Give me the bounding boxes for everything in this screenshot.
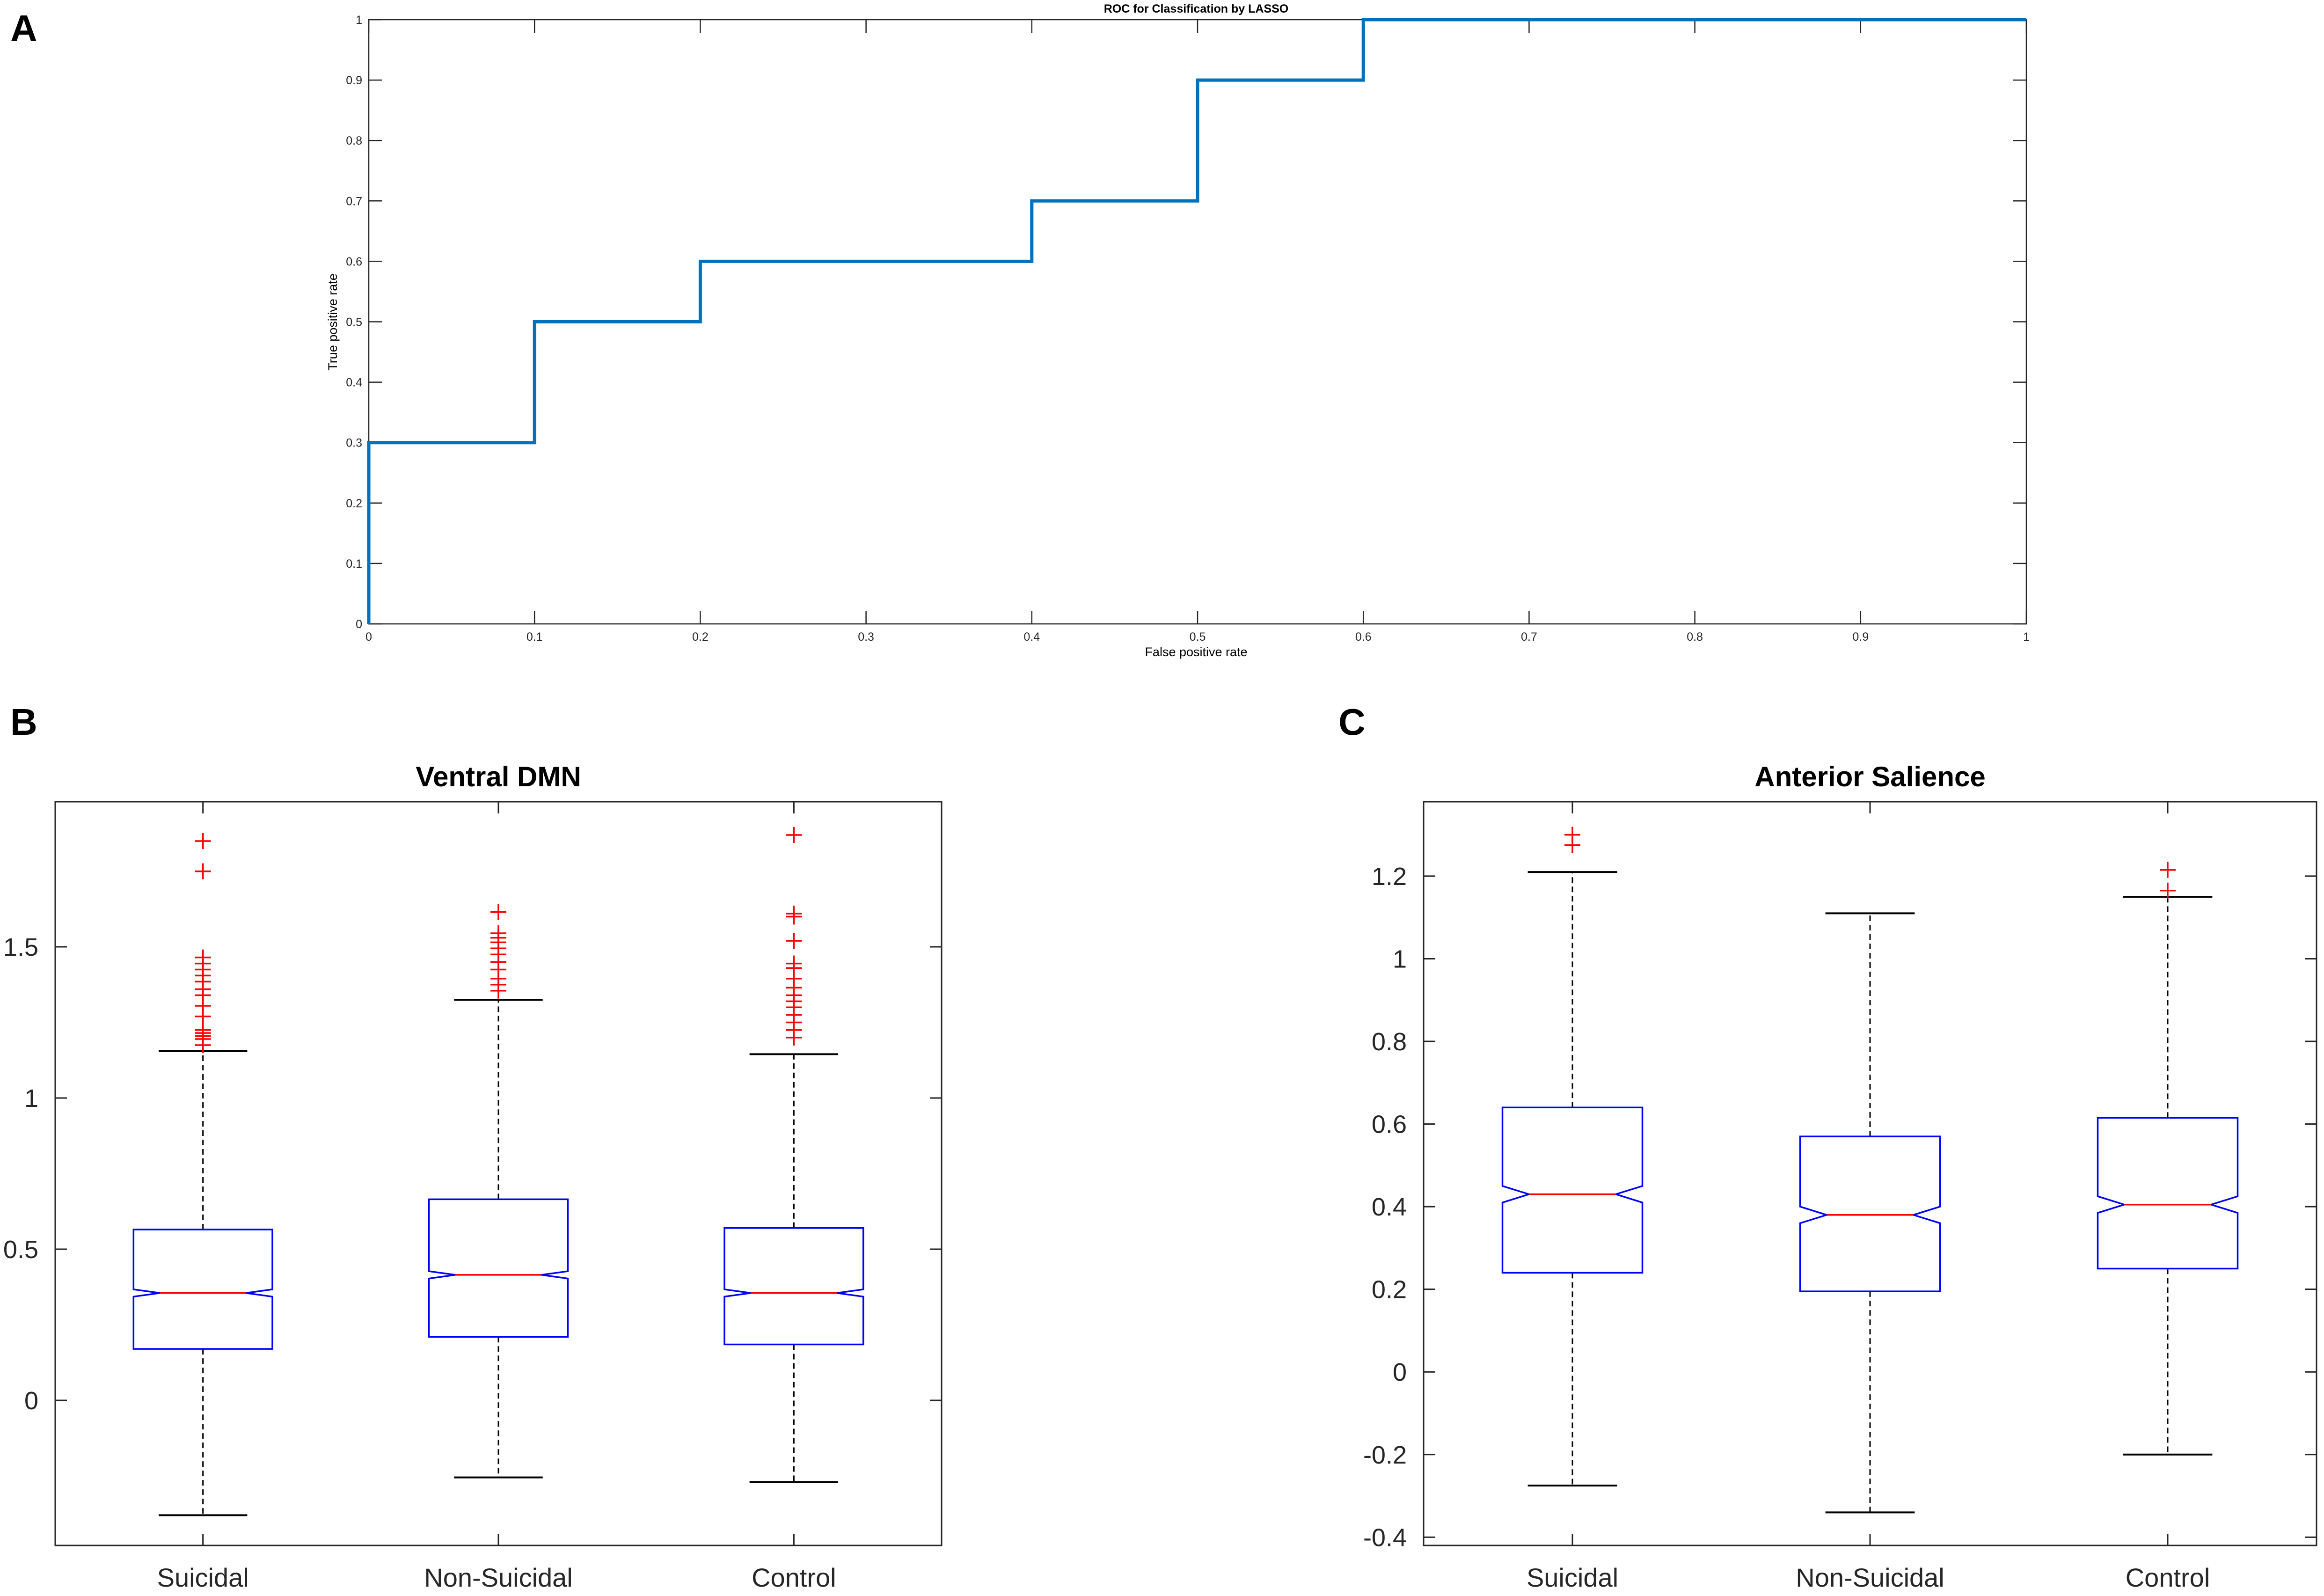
roc-y-tick-label: 0.9	[346, 74, 362, 87]
ventral-dmn-box	[132, 1229, 273, 1350]
ventral-dmn-box	[428, 1198, 569, 1338]
roc-x-tick-label: 0.6	[1355, 630, 1372, 644]
anterior-salience-box	[2097, 1117, 2239, 1270]
ventral-dmn-outlier-marker	[490, 982, 506, 999]
roc-x-tick-label: 0.1	[526, 630, 543, 644]
anterior-salience-x-tick-label: Suicidal	[1527, 1563, 1618, 1592]
ventral-dmn-x-tick-label: Suicidal	[157, 1563, 249, 1592]
roc-x-axis-label: False positive rate	[1145, 645, 1247, 659]
roc-y-tick-label: 0.3	[346, 437, 362, 450]
anterior-salience-box	[1501, 1106, 1644, 1274]
anterior-salience-y-tick-label: 0.6	[1372, 1111, 1407, 1139]
ventral-dmn-ticks: 0 0.5 1 1.5 Suicidal Non-Suicidal Control	[3, 802, 942, 1592]
ventral-dmn-outlier-marker	[195, 833, 211, 849]
roc-y-tick-label: 1	[356, 14, 362, 27]
panel-letter-a: A	[10, 7, 37, 49]
roc-x-tick-label: 0.5	[1190, 630, 1206, 644]
panel-letter-c: C	[1338, 701, 1366, 743]
roc-y-tick-label: 0.8	[346, 134, 362, 147]
ventral-dmn-x-tick-label: Control	[752, 1563, 836, 1592]
roc-y-tick-label: 0.5	[346, 316, 362, 329]
roc-title: ROC for Classification by LASSO	[1104, 2, 1289, 15]
anterior-salience-y-tick-label: 1.2	[1372, 863, 1407, 891]
roc-curve-line	[367, 18, 2026, 624]
roc-x-tick-label: 0.7	[1521, 630, 1537, 644]
ventral-dmn-outlier-marker	[195, 1008, 211, 1025]
anterior-salience-y-tick-label: 0.8	[1372, 1028, 1407, 1056]
anterior-salience-outlier-marker	[1564, 837, 1580, 853]
roc-x-tick-label: 1	[2023, 630, 2030, 644]
anterior-salience-box	[1799, 1135, 1941, 1292]
ventral-dmn-x-tick-label: Non-Suicidal	[424, 1563, 573, 1592]
roc-ticks: 0 0.1 0.2 0.3 0.4 0.5 0.6 0.7 0.8 0.9 1 0 0.1 0.2 0.3 0…	[346, 14, 2030, 644]
roc-x-tick-label: 0.8	[1687, 630, 1703, 644]
anterior-salience-y-tick-label: -0.4	[1363, 1523, 1407, 1552]
roc-y-tick-label: 0.6	[346, 255, 362, 268]
roc-y-tick-label: 0.2	[346, 497, 362, 510]
anterior-salience-boxes	[1501, 827, 2239, 1514]
roc-chart: ROC for Classification by LASSO 0 0.1 0.2 0…	[326, 2, 2030, 659]
ventral-dmn-outlier-marker	[195, 1037, 211, 1053]
anterior-salience-outlier-marker	[2160, 882, 2176, 899]
ventral-dmn-y-tick-label: 0.5	[3, 1236, 38, 1264]
anterior-salience-x-tick-label: Control	[2126, 1563, 2210, 1592]
ventral-dmn-outlier-marker	[786, 1029, 802, 1046]
anterior-salience-ticks: -0.4 -0.2 0 0.2 0.4 0.6 0.8 1 1.2 Suicidal Non-Sui…	[1363, 802, 2317, 1592]
roc-x-tick-label: 0.9	[1852, 630, 1869, 644]
ventral-dmn-outlier-marker	[786, 933, 802, 949]
anterior-salience-outlier-marker	[2160, 862, 2176, 878]
roc-series	[367, 18, 2026, 624]
ventral-dmn-chart: Ventral DMN 0 0.5 1 1.5 Suicidal Non-Suicidal…	[3, 761, 943, 1592]
ventral-dmn-boxes	[132, 827, 864, 1516]
anterior-salience-y-tick-label: 0.2	[1372, 1276, 1407, 1304]
panel-letter-b: B	[10, 701, 37, 743]
roc-x-tick-label: 0	[365, 630, 372, 644]
ventral-dmn-outlier-marker	[786, 827, 802, 843]
ventral-dmn-outlier-marker	[490, 904, 506, 920]
roc-y-tick-label: 0.4	[346, 376, 362, 389]
roc-x-tick-label: 0.4	[1023, 630, 1040, 644]
anterior-salience-y-tick-label: 0.4	[1372, 1193, 1407, 1221]
anterior-salience-x-tick-label: Non-Suicidal	[1796, 1563, 1944, 1592]
anterior-salience-y-tick-label: 0	[1393, 1358, 1407, 1386]
anterior-salience-y-tick-label: 1	[1393, 945, 1407, 973]
roc-x-tick-label: 0.2	[692, 630, 709, 644]
anterior-salience-y-tick-label: -0.2	[1363, 1441, 1407, 1469]
ventral-dmn-outlier-marker	[786, 908, 802, 925]
ventral-dmn-y-tick-label: 1.5	[3, 933, 38, 961]
roc-y-tick-label: 0.7	[346, 195, 362, 208]
ventral-dmn-box	[724, 1227, 864, 1346]
roc-y-tick-label: 0.1	[346, 557, 362, 571]
anterior-salience-chart: Anterior Salience -0.4 -0.2 0 0.2 0.4 0.6 0.8 1…	[1363, 761, 2317, 1592]
roc-y-tick-label: 0	[356, 618, 362, 631]
roc-x-tick-label: 0.3	[858, 630, 874, 644]
ventral-dmn-y-tick-label: 1	[24, 1084, 38, 1113]
ventral-dmn-y-tick-label: 0	[24, 1387, 38, 1415]
roc-y-axis-label: True positive rate	[326, 273, 340, 371]
anterior-salience-title: Anterior Salience	[1754, 761, 1986, 792]
ventral-dmn-outlier-marker	[195, 863, 211, 879]
ventral-dmn-title: Ventral DMN	[416, 761, 581, 792]
